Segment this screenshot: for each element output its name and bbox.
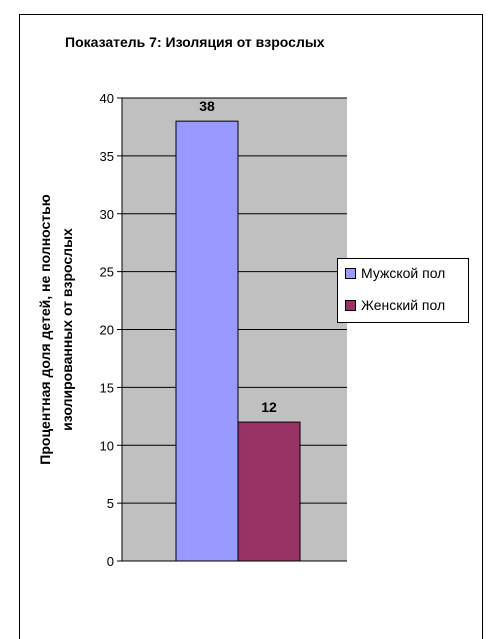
y-axis-label: Процентная доля детей, не полностью изоли… — [37, 194, 75, 464]
bar-male — [175, 120, 239, 562]
tick-label-15: 15 — [100, 380, 114, 395]
tick-label-30: 30 — [100, 207, 114, 222]
chart-frame — [19, 14, 483, 639]
tick-label-25: 25 — [100, 265, 114, 280]
tick-label-20: 20 — [100, 323, 114, 338]
data-label-female: 12 — [261, 399, 277, 415]
legend-item-male: Мужской пол — [345, 265, 445, 281]
y-axis-label-line2: изолированных от взрослых — [59, 228, 75, 431]
legend-item-female: Женский пол — [345, 297, 445, 313]
bars — [175, 120, 301, 562]
legend-swatch-female — [345, 299, 356, 311]
tick-label-10: 10 — [100, 438, 114, 453]
data-label-male: 38 — [199, 98, 215, 114]
legend-swatch-male — [345, 267, 356, 279]
tick-label-5: 5 — [107, 496, 114, 511]
bar-chart: 0 5 10 15 20 25 30 35 40 38 12 Процентная доля де… — [37, 91, 347, 569]
tick-label-0: 0 — [107, 554, 114, 569]
y-axis-label-line1: Процентная доля детей, не полностью — [37, 194, 53, 464]
legend: Мужской пол Женский пол — [337, 258, 469, 323]
y-ticks: 0 5 10 15 20 25 30 35 40 — [100, 91, 122, 569]
data-labels: 38 12 — [199, 98, 277, 415]
tick-label-35: 35 — [100, 149, 114, 164]
tick-label-40: 40 — [100, 91, 114, 106]
legend-label-female: Женский пол — [361, 297, 446, 313]
legend-label-male: Мужской пол — [361, 265, 446, 281]
bar-female — [237, 421, 301, 562]
chart-title: Показатель 7: Изоляция от взрослых — [65, 34, 325, 50]
